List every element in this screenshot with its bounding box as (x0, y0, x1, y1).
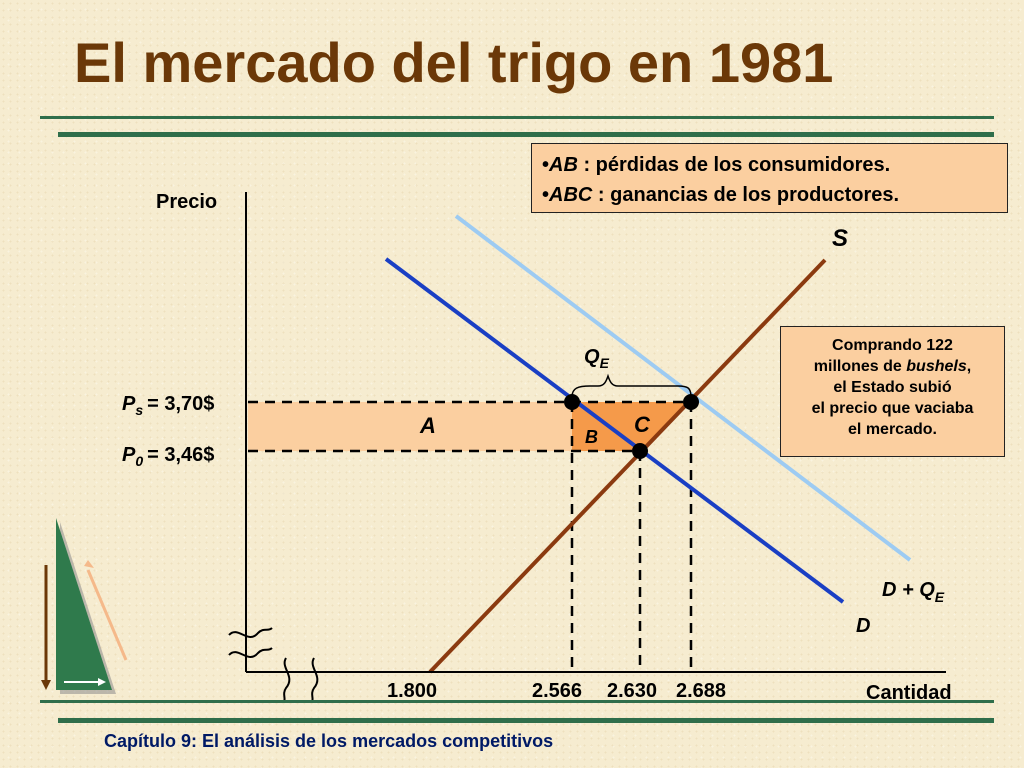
supply-curve (428, 258, 827, 674)
p0-value: = 3,46$ (147, 444, 214, 466)
qe-sub: E (600, 355, 610, 371)
note-line: el Estado subió (833, 379, 952, 396)
p0-sub: 0 (135, 453, 143, 469)
qe-label: QE (584, 346, 610, 371)
page-title: El mercado del trigo en 1981 (74, 31, 834, 94)
legend-ab-text: : pérdidas de los consumidores. (577, 154, 891, 176)
ps-label: Ps = 3,70$ (122, 393, 214, 418)
demand-shifted-name: D + Q (882, 579, 935, 601)
point-ps-demand (564, 394, 580, 410)
x-tick-label: 2.688 (676, 680, 726, 702)
note-prefix: millones de (813, 358, 907, 375)
note-bushels: bushels (906, 358, 967, 375)
demand-shifted-sub: E (935, 589, 945, 605)
ps-var: P (122, 393, 136, 415)
demand-series-label: D (856, 615, 870, 637)
qe-brace (571, 373, 692, 398)
note-box: Comprando 122 millones de bushels, el Es… (780, 326, 1005, 457)
supply-series-label: S (832, 225, 848, 252)
legend-box: •AB : pérdidas de los consumidores. •ABC… (531, 143, 1008, 213)
title-rule-thick (58, 132, 994, 137)
x-tick-label: 2.566 (532, 680, 582, 702)
p0-var: P (122, 444, 136, 466)
ps-value: = 3,70$ (147, 393, 214, 415)
demand-curve (384, 257, 845, 604)
x-tick-label: 1.800 (387, 680, 437, 702)
note-line: Comprando 122 (832, 337, 953, 354)
note-line: millones de bushels, (785, 356, 1000, 377)
note-suffix: , (966, 358, 972, 375)
footer-rule-thin (40, 700, 994, 703)
area-c (572, 402, 691, 451)
demand-shifted-series-label: D + QE (882, 579, 945, 605)
qe-var: Q (584, 346, 600, 368)
legend-ab-row: •AB : pérdidas de los consumidores. (542, 154, 891, 176)
legend-ab-label: AB (549, 154, 578, 176)
x-axis-label: Cantidad (866, 682, 952, 704)
note-line: el precio que vaciaba (811, 400, 974, 417)
x-axis-break (283, 657, 319, 703)
legend-abc-row: •ABC : ganancias de los productores. (542, 184, 900, 206)
legend-abc-text: : ganancias de los productores. (592, 184, 900, 206)
area-b-label: B (585, 427, 598, 447)
legend-abc-label: ABC (549, 184, 593, 206)
point-ps-shifted (683, 394, 699, 410)
note-line: el mercado. (848, 421, 937, 438)
ps-sub: s (135, 402, 143, 418)
y-axis-label: Precio (156, 191, 217, 213)
point-equilibrium (632, 443, 648, 459)
area-c-label: C (634, 412, 651, 437)
footer-caption: Capítulo 9: El análisis de los mercados … (104, 731, 554, 751)
title-rule-thin (40, 116, 994, 119)
demand-shifted-curve (454, 214, 912, 562)
decorative-triangle (41, 518, 128, 694)
area-a (248, 402, 572, 451)
x-tick-label: 2.630 (607, 680, 657, 702)
area-a-label: A (419, 413, 436, 438)
y-axis-break (228, 627, 273, 658)
p0-label: P0 = 3,46$ (122, 444, 214, 469)
footer-rule-thick (58, 718, 994, 723)
